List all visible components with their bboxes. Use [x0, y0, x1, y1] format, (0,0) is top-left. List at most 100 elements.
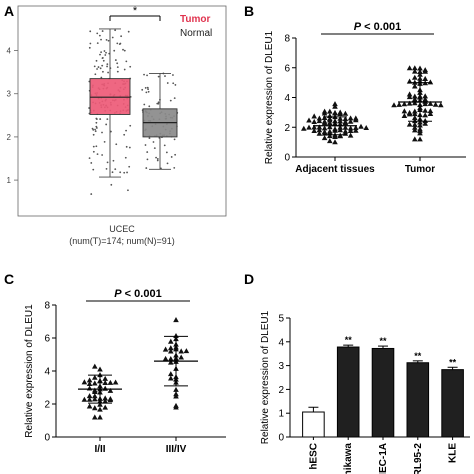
a-point: [118, 43, 121, 46]
b-point: [396, 101, 402, 107]
b-point: [417, 75, 423, 81]
b-point: [321, 135, 328, 141]
b-point: [311, 127, 317, 134]
a-point: [147, 88, 149, 91]
c-point: [102, 375, 108, 381]
panel-c-axes: 0 2 4 6 8 I/II III/IV: [44, 301, 226, 455]
c-xtick-label-0: I/II: [94, 444, 105, 455]
a-point: [144, 144, 147, 146]
panel-b: B P < 0.001 0 2 4 6 8 Adjacent tissues Tumor R…: [244, 3, 466, 175]
b-point: [406, 100, 413, 106]
b-point: [406, 94, 413, 100]
a-point: [95, 127, 98, 129]
b-point: [353, 115, 359, 121]
a-point: [157, 101, 160, 104]
c-point: [97, 366, 103, 372]
a-point: [114, 29, 117, 32]
b-point: [406, 91, 413, 97]
b-ytick-label-4: 8: [284, 34, 290, 45]
panel-a-xlabel-sub: (num(T)=174; num(N)=91): [69, 236, 175, 246]
a-point: [125, 129, 127, 132]
b-point: [412, 100, 418, 106]
d-xtick-label-4: KLE: [448, 443, 459, 463]
b-point: [342, 110, 349, 116]
c-point: [92, 414, 98, 420]
b-point: [316, 118, 323, 124]
c-point: [173, 317, 179, 323]
c-point: [86, 396, 93, 402]
d-annotation-3: **: [414, 351, 422, 361]
b-point: [417, 122, 423, 128]
panel-a-legend: Tumor Normal: [180, 14, 212, 39]
a-point: [127, 30, 130, 33]
panel-a: A 1 2 3 4 * Tumor Normal UCEC (num(T)=174; n…: [4, 3, 227, 246]
a-point: [125, 145, 128, 148]
b-point: [438, 102, 444, 108]
b-point: [327, 108, 333, 114]
a-point: [88, 157, 91, 160]
panel-a-significance: *: [109, 5, 161, 21]
b-point: [412, 65, 418, 71]
panel-a-xlabel: UCEC: [109, 224, 135, 234]
b-point: [337, 121, 343, 127]
a-point: [157, 75, 160, 78]
c-ytick-label-4: 8: [44, 301, 50, 312]
c-point: [92, 374, 98, 380]
b-point: [422, 68, 428, 74]
a-point: [152, 141, 155, 143]
a-point: [102, 70, 104, 73]
b-point: [327, 124, 333, 130]
a-point: [94, 73, 97, 76]
c-ytick-label-1: 2: [44, 400, 50, 411]
c-p-rest: < 0.001: [122, 288, 162, 300]
a-point: [103, 140, 106, 143]
a-point: [166, 162, 169, 165]
c-point: [168, 359, 174, 365]
a-point: [96, 68, 98, 70]
a-point: [115, 143, 118, 146]
b-point: [406, 65, 413, 71]
b-point: [427, 108, 434, 114]
a-point: [92, 128, 95, 131]
d-xtick-label-3: RL95-2: [413, 443, 424, 474]
a-point: [106, 65, 108, 68]
c-point: [92, 388, 98, 394]
a-point: [147, 90, 150, 93]
a-point: [146, 74, 148, 77]
d-annotation-2: **: [379, 336, 387, 346]
b-point: [401, 101, 408, 107]
a-point: [111, 171, 114, 174]
a-point: [173, 97, 176, 100]
c-point: [168, 356, 174, 362]
b-point: [316, 130, 323, 136]
c-point: [168, 375, 174, 381]
c-point: [86, 393, 93, 399]
a-point: [99, 118, 102, 120]
a-point: [92, 168, 95, 171]
a-point: [145, 167, 148, 169]
panel-c-dots: [81, 317, 190, 420]
b-point: [316, 127, 323, 133]
a-point: [90, 193, 93, 195]
a-point: [143, 73, 145, 76]
b-point: [337, 133, 343, 139]
a-point: [93, 65, 96, 68]
a-point: [129, 124, 132, 127]
c-point: [97, 414, 103, 420]
d-bar-kle: [441, 369, 464, 438]
b-point: [347, 115, 354, 121]
a-point: [116, 66, 119, 69]
a-ytick-label-1: 2: [7, 133, 12, 142]
a-point: [94, 128, 96, 131]
c-point: [183, 348, 190, 354]
a-point: [112, 159, 115, 162]
b-point: [347, 132, 354, 138]
a-point: [116, 62, 119, 65]
a-point: [105, 51, 107, 54]
d-ytick-label-5: 5: [278, 314, 284, 325]
a-legend-entry-tumor: Tumor: [180, 14, 210, 25]
a-point: [166, 82, 169, 84]
a-point: [96, 32, 99, 35]
d-bar-ishikawa: [336, 346, 360, 438]
